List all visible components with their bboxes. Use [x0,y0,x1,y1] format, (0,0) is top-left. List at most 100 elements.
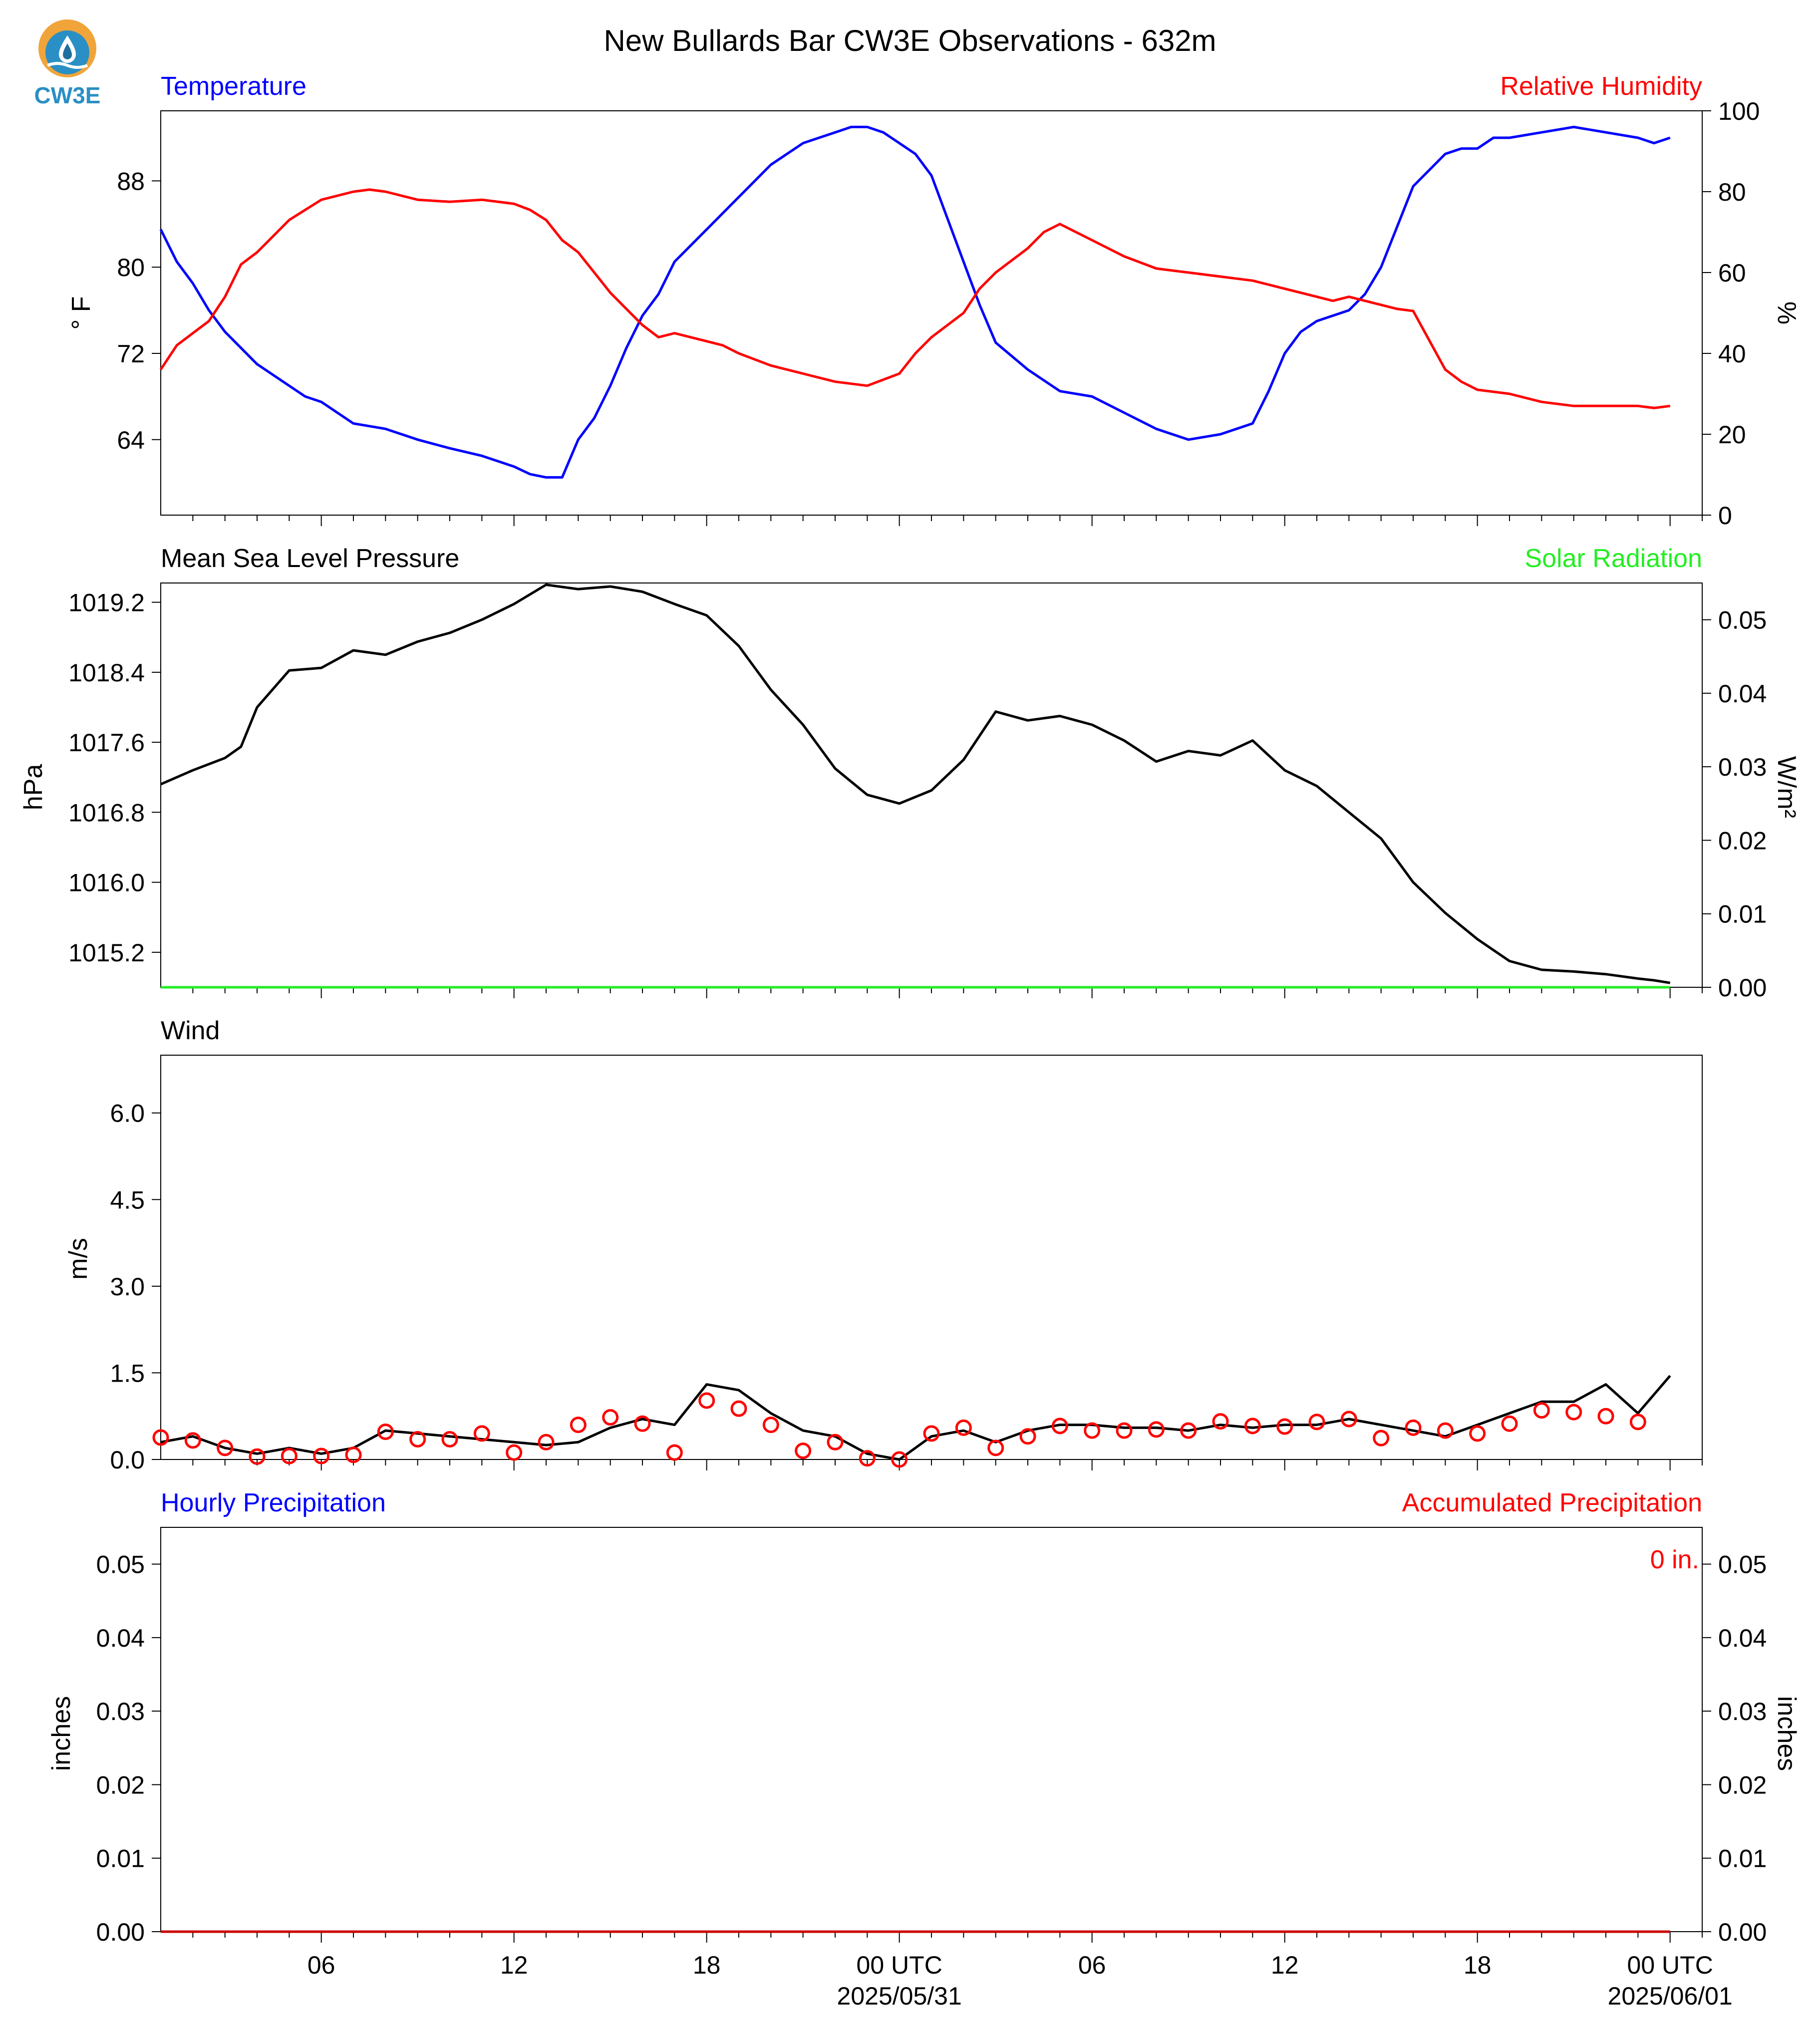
y-tick-label: 0.04 [96,1624,145,1652]
temperature-line [159,125,1671,479]
x-tick-label: 00 UTC [857,1951,942,1979]
wind-hourly-marker [1373,1430,1390,1447]
y-tick-label: 72 [117,340,145,368]
wind-hourly-marker [1180,1422,1197,1439]
accum-precip-title: Accumulated Precipitation [1402,1488,1702,1517]
wind-hourly-marker [1116,1422,1133,1439]
precipitation-panel: Hourly Precipitation Accumulated Precipi… [47,1488,1801,1946]
plot-frame [160,1527,1703,1932]
wind-hourly-marker [345,1447,362,1463]
wind-axis-label: m/s [64,1238,93,1280]
y-tick-label: 0.01 [96,1845,145,1873]
y-right-tick-label: 0 [1718,502,1732,530]
plot-frame [160,110,1703,516]
x-tick-label: 06 [307,1951,335,1979]
wind-hourly-marker [313,1448,330,1464]
y-right-tick-label: 0.03 [1718,753,1767,781]
y-tick-label: 1016.8 [68,799,145,827]
wind-hourly-marker [1276,1418,1293,1435]
y-right-tick-label: 0.04 [1718,1624,1767,1652]
wind-hourly-marker [249,1448,266,1465]
wind-hourly-marker [602,1409,619,1426]
wind-hourly-marker [891,1451,908,1468]
wind-hourly-marker [377,1423,394,1440]
wind-hourly-marker [987,1440,1004,1456]
y-tick-label: 0.05 [96,1551,145,1579]
precip-axis-label: inches [47,1696,76,1771]
y-right-tick-label: 0.04 [1718,680,1767,708]
wind-hourly-marker [827,1434,844,1450]
wind-hourly-marker [281,1448,298,1464]
y-tick-label: 1019.2 [68,589,145,617]
wind-hourly-marker [1629,1414,1646,1431]
wind-hourly-marker [698,1392,715,1409]
x-tick-label: 12 [1271,1951,1299,1979]
wind-hourly-marker [1565,1404,1582,1421]
wind-hourly-marker [762,1417,779,1434]
y-right-tick-label: 100 [1718,97,1760,125]
x-tick-label: 00 UTC [1627,1951,1713,1979]
temperature-axis-label: ° F [67,296,96,329]
wind-hourly-marker [217,1440,234,1456]
wind-hourly-marker [1533,1402,1550,1419]
y-right-tick-label: 0.01 [1718,900,1767,928]
wind-hourly-marker [955,1419,972,1436]
figure-title: New Bullards Bar CW3E Observations - 632… [604,24,1216,57]
wind-hourly-marker [409,1431,426,1448]
wind-hourly-marker [1244,1418,1261,1435]
y-tick-label: 64 [117,426,145,454]
pressure-axis-label: hPa [19,764,48,811]
y-tick-label: 1018.4 [68,659,145,687]
y-tick-label: 80 [117,254,145,282]
pressure-solar-panel: Mean Sea Level Pressure Solar Radiation … [19,544,1801,1002]
y-right-tick-label: 0.02 [1718,1771,1767,1799]
humidity-axis-label: % [1772,301,1801,324]
x-tick-label: 18 [1464,1951,1492,1979]
wind-hourly-marker [859,1450,876,1467]
y-right-tick-label: 0.02 [1718,827,1767,855]
cw3e-logo: CW3E [30,17,105,108]
y-tick-label: 4.5 [110,1186,145,1214]
y-right-tick-label: 20 [1718,421,1746,449]
date-label: 2025/06/01 [1608,1982,1733,2010]
wind-hourly-marker [1469,1425,1486,1442]
x-tick-label: 18 [693,1951,721,1979]
wind-hourly-marker [473,1425,490,1442]
wind-hourly-marker [1308,1414,1325,1431]
wind-hourly-marker [795,1443,812,1459]
wind-hourly-marker [634,1415,651,1432]
y-right-tick-label: 80 [1718,178,1746,206]
temperature-humidity-panel: Temperature Relative Humidity ° F % 64 72… [67,72,1801,530]
time-axis-labels: 06 12 18 00 UTC 06 12 18 00 UTC 2025/05/31 2025/0… [307,1951,1733,2010]
y-right-tick-label: 0.00 [1718,1918,1767,1946]
y-right-tick-label: 40 [1718,340,1746,368]
wind-hourly-marker [1340,1411,1357,1428]
y-tick-label: 0.02 [96,1771,145,1799]
logo-text: CW3E [34,82,101,107]
wind-hourly-marker [730,1400,747,1417]
temperature-title: Temperature [161,72,306,101]
wind-hourly-marker [570,1417,587,1434]
wind-hourly-marker [1019,1428,1036,1445]
y-right-tick-label: 0.03 [1718,1698,1767,1726]
wind-hourly-marker [923,1425,940,1442]
wind-panel: Wind m/s 0.0 1.5 3.0 4.5 6.0 [64,1016,1703,1474]
wind-title: Wind [161,1016,220,1045]
y-tick-label: 0.0 [110,1446,145,1474]
y-tick-label: 0.00 [96,1918,145,1946]
pressure-title: Mean Sea Level Pressure [161,544,459,573]
x-tick-label: 12 [500,1951,528,1979]
hourly-precip-title: Hourly Precipitation [161,1488,386,1517]
y-tick-label: 1015.2 [68,939,145,967]
y-right-tick-label: 0.00 [1718,974,1767,1002]
y-right-tick-label: 60 [1718,259,1746,287]
date-label: 2025/05/31 [837,1982,962,2010]
wind-hourly-marker [1212,1413,1229,1430]
mean-sea-level-pressure-line [160,583,1671,984]
y-tick-label: 3.0 [110,1273,145,1301]
y-right-tick-label: 0.05 [1718,1551,1767,1579]
accum-precip-annotation: 0 in. [1650,1545,1699,1574]
y-tick-label: 0.03 [96,1698,145,1726]
wind-speed-line [160,1375,1671,1461]
